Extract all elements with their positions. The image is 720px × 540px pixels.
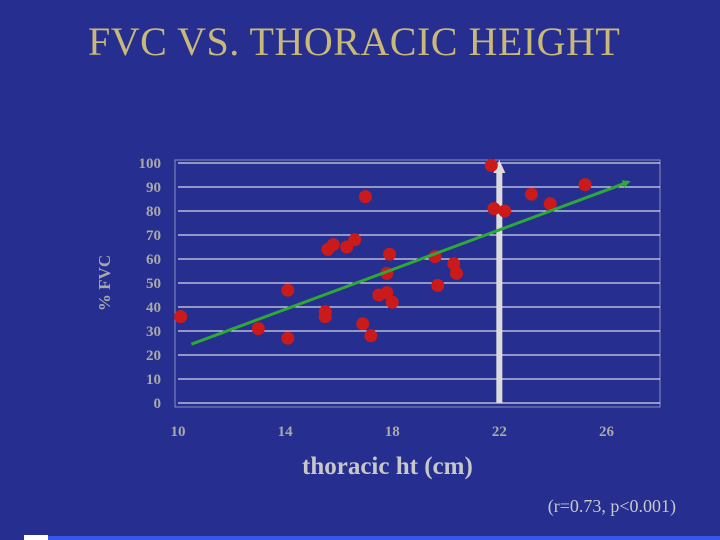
data-point xyxy=(326,238,340,252)
y-tick-labels: 0 10 20 30 40 50 60 70 80 90 100 xyxy=(139,156,162,412)
y-tick-label-10: 10 xyxy=(146,372,161,388)
data-point xyxy=(380,286,394,300)
data-point xyxy=(484,158,498,172)
slide-title: FVC VS. THORACIC HEIGHT xyxy=(88,19,621,64)
data-point xyxy=(364,329,378,343)
x-tick-label-22: 22 xyxy=(492,424,507,440)
data-point xyxy=(318,310,332,324)
corner-mark xyxy=(24,535,48,540)
threshold-arrow-shaft xyxy=(496,169,503,403)
x-tick-label-10: 10 xyxy=(171,424,186,440)
trendline-group xyxy=(190,180,631,346)
bottom-bar xyxy=(48,536,720,540)
x-tick-label-26: 26 xyxy=(599,424,615,440)
data-point xyxy=(431,278,445,292)
threshold-arrow xyxy=(493,160,506,403)
y-tick-label-90: 90 xyxy=(146,180,161,196)
stats-note: (r=0.73, p<0.001) xyxy=(548,496,676,517)
x-tick-labels: 10 14 18 22 26 xyxy=(171,424,615,440)
data-point xyxy=(281,331,295,345)
data-point xyxy=(174,310,188,324)
trendline-arrowhead xyxy=(621,180,631,188)
y-tick-label-80: 80 xyxy=(146,204,161,220)
y-tick-label-70: 70 xyxy=(146,228,161,244)
data-point xyxy=(281,283,295,297)
data-point xyxy=(356,317,370,331)
x-tick-label-18: 18 xyxy=(385,424,400,440)
data-point xyxy=(543,197,557,211)
data-point xyxy=(385,295,399,309)
y-tick-label-20: 20 xyxy=(146,348,161,364)
y-tick-label-50: 50 xyxy=(146,276,161,292)
data-point xyxy=(348,233,362,247)
x-axis-label: thoracic ht (cm) xyxy=(302,453,473,480)
data-point xyxy=(383,247,397,261)
data-point xyxy=(487,202,501,216)
y-tick-label-40: 40 xyxy=(146,300,161,316)
trendline xyxy=(190,180,629,346)
data-point xyxy=(524,187,538,201)
threshold-arrow-head xyxy=(493,160,506,173)
x-tick-label-14: 14 xyxy=(278,424,294,440)
y-tick-label-100: 100 xyxy=(139,156,162,172)
y-tick-label-30: 30 xyxy=(146,324,161,340)
data-point xyxy=(578,178,592,192)
y-axis-label: % FVC xyxy=(95,255,114,311)
data-point xyxy=(251,322,265,336)
data-point xyxy=(449,266,463,280)
y-tick-label-0: 0 xyxy=(154,396,162,412)
data-point xyxy=(358,190,372,204)
data-point xyxy=(498,204,512,218)
y-tick-label-60: 60 xyxy=(146,252,161,268)
